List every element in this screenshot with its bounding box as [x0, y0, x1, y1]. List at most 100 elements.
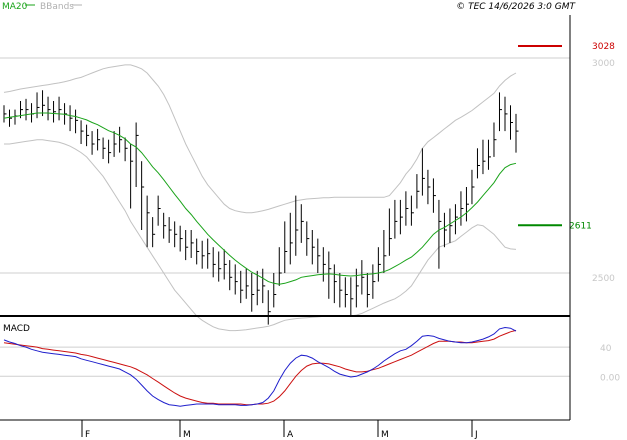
ma20-line: [3, 112, 517, 285]
price-bar: [366, 273, 370, 308]
copyright-text: © TEC 14/6/2026 3:0 GMT: [456, 2, 576, 12]
price-bar: [410, 195, 414, 226]
price-bar: [245, 268, 249, 299]
price-bar: [465, 187, 469, 222]
price-bar: [14, 109, 18, 125]
legend-bbands-label: BBands: [40, 2, 74, 12]
price-bar: [234, 264, 238, 295]
price-bar: [377, 247, 381, 282]
price-bar: [306, 221, 310, 256]
price-bar: [498, 92, 502, 132]
price-bar: [113, 131, 117, 157]
price-bar: [273, 273, 277, 308]
price-bar: [284, 221, 288, 273]
price-panel: 3028 2611: [0, 42, 615, 332]
price-bar: [333, 264, 337, 304]
price-bar: [53, 101, 57, 123]
price-bar: [278, 247, 282, 286]
resistance-label: 3028: [592, 42, 615, 52]
x-tick-label: M: [183, 430, 191, 440]
price-bar: [421, 148, 425, 196]
price-bar: [289, 212, 293, 265]
price-bar: [31, 103, 35, 123]
price-bar: [58, 96, 62, 121]
price-bar: [3, 105, 7, 123]
price-bar: [416, 174, 420, 209]
price-bar: [212, 247, 216, 278]
x-tick-label: M: [381, 430, 389, 440]
macd-signal-line: [3, 329, 517, 406]
price-bar: [449, 208, 453, 243]
price-bar: [229, 260, 233, 291]
price-bar: [372, 264, 376, 299]
price-bar: [262, 268, 266, 304]
x-tick-label: J: [474, 430, 478, 440]
price-bar: [97, 128, 101, 151]
price-bar: [339, 273, 343, 308]
macd-y-tick-label: 40: [600, 344, 612, 354]
price-bar: [135, 122, 139, 187]
macd-line: [3, 326, 517, 407]
price-bar: [394, 199, 398, 239]
price-bar: [190, 230, 194, 258]
price-bar: [438, 199, 442, 269]
price-bar: [36, 92, 40, 119]
price-bar: [42, 90, 46, 117]
price-bar: [185, 230, 189, 261]
price-bar: [9, 109, 13, 127]
price-bar: [504, 96, 508, 132]
legend: MA20 BBands: [2, 2, 82, 12]
price-bar: [168, 217, 172, 243]
price-bar: [509, 105, 513, 140]
price-bar: [399, 199, 403, 235]
price-bar: [344, 277, 348, 308]
price-bar: [80, 120, 84, 144]
price-bar: [295, 195, 299, 256]
price-bar: [108, 139, 112, 164]
price-bar: [388, 208, 392, 256]
price-bar: [196, 238, 200, 265]
price-bar: [218, 251, 222, 282]
macd-panel: [0, 326, 570, 407]
price-bar: [163, 212, 167, 239]
price-bar: [482, 139, 486, 175]
price-bar: [405, 191, 409, 226]
price-bar: [432, 178, 436, 213]
price-bar: [201, 240, 205, 269]
support-label: 2611: [569, 221, 592, 231]
price-bar: [383, 230, 387, 273]
price-bar: [152, 217, 156, 248]
price-bar: [119, 126, 123, 153]
price-bar: [443, 212, 447, 248]
price-bar: [515, 113, 519, 153]
price-bar: [124, 137, 128, 162]
price-bar: [256, 270, 260, 306]
price-bar: [86, 124, 90, 147]
price-bar: [146, 195, 150, 248]
price-bar: [240, 270, 244, 304]
price-bar: [141, 161, 145, 230]
price-bar: [25, 98, 29, 121]
price-bar: [267, 290, 271, 325]
price-bar: [47, 96, 51, 121]
axes: 3000 2500 40 0.00 F M A M J: [0, 15, 620, 440]
legend-ma20-label: MA20: [2, 2, 28, 12]
price-bar: [322, 247, 326, 282]
price-bar: [476, 148, 480, 179]
price-bar: [130, 144, 134, 209]
price-bar: [355, 268, 359, 308]
price-bar: [311, 230, 315, 265]
price-bar: [487, 139, 491, 170]
price-bar: [493, 122, 497, 157]
price-bar: [69, 105, 73, 132]
bband-lower-line: [4, 139, 517, 332]
price-bar: [460, 191, 464, 226]
price-bar: [223, 249, 227, 280]
x-tick-label: A: [287, 430, 294, 440]
price-bar: [328, 251, 332, 299]
price-bar: [471, 169, 475, 205]
price-bar: [75, 109, 79, 134]
price-bar: [427, 169, 431, 205]
price-y-tick-label: 2500: [592, 274, 615, 284]
